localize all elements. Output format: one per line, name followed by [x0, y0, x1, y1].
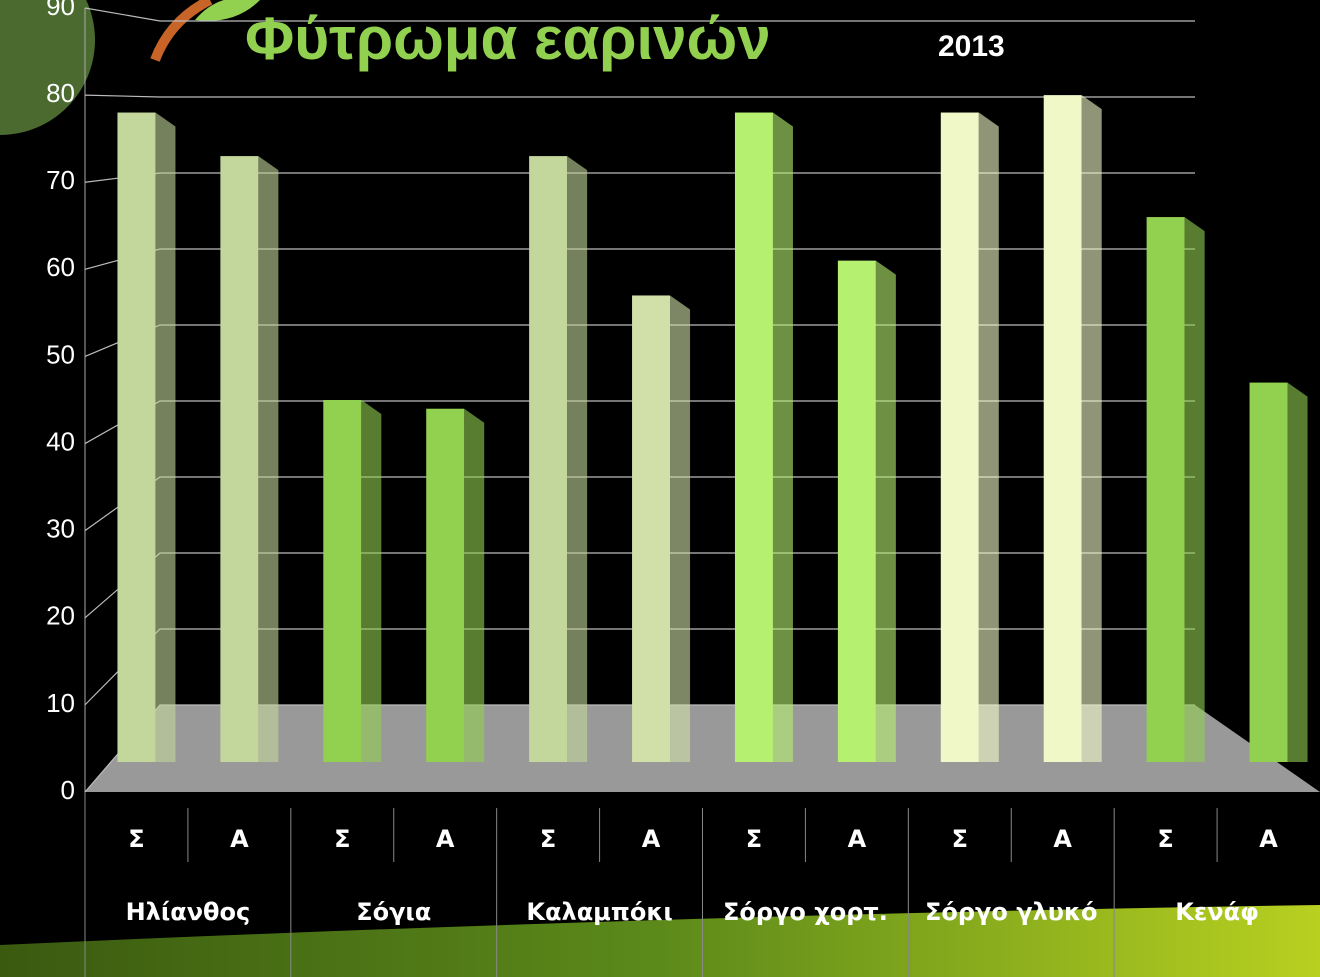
bar-side: [464, 408, 485, 762]
bar: [632, 295, 671, 762]
leaf: [195, 0, 260, 21]
group-label: Ηλίανθος: [125, 898, 251, 926]
y-tick-label: 0: [61, 775, 75, 805]
grid-line: [84, 7, 1195, 22]
bar-side: [361, 400, 382, 762]
y-tick-label: 50: [46, 339, 75, 369]
bar: [1043, 95, 1082, 763]
bar-side: [1081, 95, 1102, 763]
y-tick-label: 60: [46, 252, 75, 282]
x-tick-label: Σ: [745, 825, 763, 853]
photo: [0, 0, 95, 135]
chart-subtitle: 2013: [938, 30, 1005, 63]
y-tick-label: 20: [46, 601, 75, 631]
y-tick-label: 80: [46, 78, 75, 108]
chart-title: Φύτρωμα εαρινών: [245, 5, 771, 72]
bar: [837, 260, 876, 762]
x-tick-label: Σ: [951, 825, 968, 853]
group-label: Σόγια: [356, 898, 432, 926]
floor: [85, 705, 1320, 792]
bar-side: [1184, 217, 1205, 763]
bar: [117, 112, 156, 763]
y-tick-label: 10: [46, 688, 75, 718]
x-tick-label: Α: [435, 825, 455, 853]
x-tick-label: Α: [230, 825, 249, 853]
bar: [323, 400, 362, 762]
bar: [529, 156, 568, 763]
group-label: Κενάφ: [1175, 898, 1259, 926]
y-tick-label: 90: [46, 0, 75, 21]
y-tick-label: 70: [46, 165, 75, 195]
bar-side: [875, 260, 896, 762]
stem: [150, 0, 213, 62]
y-tick-label: 30: [46, 514, 75, 544]
bar: [1249, 382, 1288, 762]
x-tick-label: Α: [641, 825, 661, 853]
grid-line: [84, 94, 1195, 98]
bar-side: [978, 112, 999, 763]
bar-side: [1287, 382, 1308, 762]
x-tick-label: Α: [1259, 825, 1278, 853]
bar-side: [670, 295, 691, 762]
x-tick-label: Α: [847, 825, 867, 853]
bar-side: [155, 112, 176, 763]
group-label: Σόργο χορτ.: [722, 898, 888, 926]
bar: [426, 408, 465, 762]
x-tick-label: Σ: [334, 825, 351, 853]
x-tick-label: Σ: [128, 825, 145, 853]
bar-side: [772, 112, 793, 763]
bar-side: [258, 156, 279, 763]
x-tick-label: Α: [1053, 825, 1072, 853]
swoosh: [0, 905, 1320, 977]
bar: [1146, 217, 1185, 763]
bar: [940, 112, 979, 763]
bar-side: [567, 156, 588, 763]
x-tick-label: Σ: [1157, 825, 1174, 853]
group-label: Καλαμπόκι: [526, 898, 673, 926]
x-tick-label: Σ: [539, 825, 557, 853]
y-tick-label: 40: [46, 426, 75, 456]
bar: [220, 156, 259, 763]
group-label: Σόργο γλυκό: [924, 898, 1098, 926]
bar: [734, 112, 773, 763]
